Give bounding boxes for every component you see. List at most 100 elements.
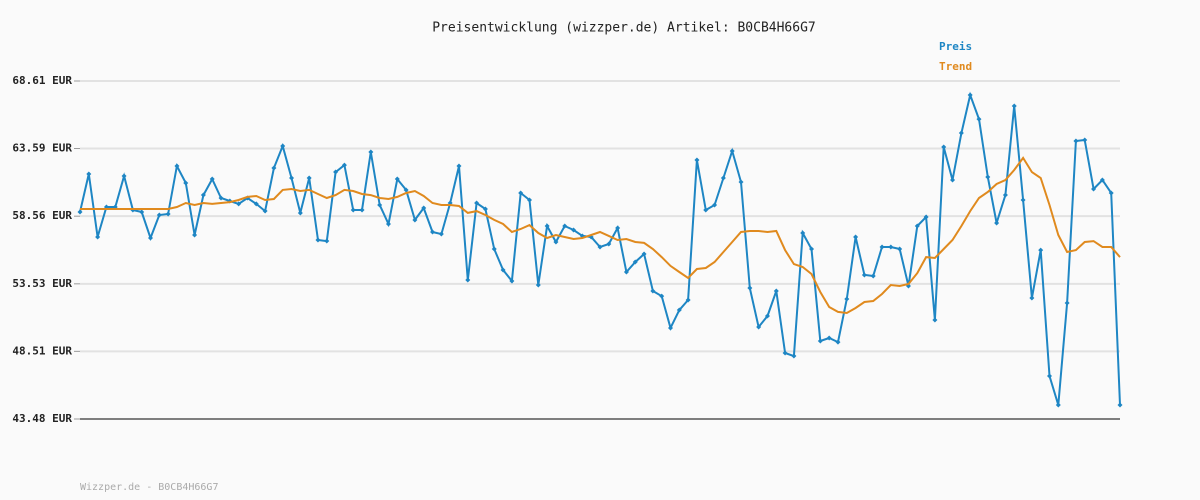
point: [720, 175, 726, 181]
point: [676, 307, 682, 313]
y-tick-label: 53.53 EUR: [12, 277, 72, 290]
point: [544, 223, 550, 229]
point: [941, 144, 947, 150]
point: [1082, 137, 1088, 143]
point: [156, 212, 162, 218]
point: [165, 211, 171, 217]
point: [985, 174, 991, 180]
point: [597, 244, 603, 250]
point: [571, 227, 577, 233]
point: [861, 272, 867, 278]
point: [747, 285, 753, 291]
point: [86, 171, 92, 177]
point: [421, 205, 427, 211]
point: [121, 173, 127, 179]
point: [764, 313, 770, 319]
point: [853, 234, 859, 240]
point: [535, 282, 541, 288]
point: [844, 296, 850, 302]
point: [835, 339, 841, 345]
footer: Wizzper.de - B0CB4H66G7: [80, 482, 218, 493]
point: [694, 157, 700, 163]
point: [958, 130, 964, 136]
point: [438, 231, 444, 237]
point: [659, 293, 665, 299]
point: [280, 143, 286, 149]
point: [615, 225, 621, 231]
point: [606, 241, 612, 247]
point: [324, 238, 330, 244]
point: [315, 237, 321, 243]
point: [632, 259, 638, 265]
point: [456, 163, 462, 169]
point: [950, 177, 956, 183]
point: [703, 207, 709, 213]
legend-entry: Preis: [939, 40, 972, 53]
y-tick-label: 43.48 EUR: [12, 412, 72, 425]
point: [1029, 295, 1035, 301]
point: [1055, 402, 1061, 408]
point: [897, 246, 903, 252]
point: [976, 116, 982, 122]
point: [738, 179, 744, 185]
point: [914, 223, 920, 229]
point: [791, 353, 797, 359]
point: [333, 169, 339, 175]
y-tick-label: 48.51 EUR: [12, 344, 72, 357]
point: [1073, 138, 1079, 144]
point: [923, 214, 929, 220]
price-line: [80, 156, 1121, 315]
point: [359, 207, 365, 213]
point: [668, 325, 674, 331]
point: [641, 251, 647, 257]
point: [403, 187, 409, 193]
point: [800, 230, 806, 236]
point: [756, 324, 762, 330]
point: [685, 297, 691, 303]
point: [385, 221, 391, 227]
point: [500, 267, 506, 273]
point: [218, 195, 224, 201]
point: [297, 210, 303, 216]
legend-entry: Trend: [939, 60, 972, 73]
point: [183, 180, 189, 186]
point: [879, 244, 885, 250]
point: [474, 200, 480, 206]
point: [253, 201, 259, 207]
point: [465, 277, 471, 283]
point: [174, 163, 180, 169]
point: [1002, 192, 1008, 198]
point: [192, 232, 198, 238]
point: [306, 175, 312, 181]
point: [482, 206, 488, 212]
point: [1020, 197, 1026, 203]
point: [1091, 186, 1097, 192]
point: [1117, 402, 1123, 408]
point: [729, 148, 735, 154]
point: [394, 176, 400, 182]
y-tick-label: 63.59 EUR: [12, 142, 72, 155]
point: [1038, 247, 1044, 253]
point: [350, 207, 356, 213]
point: [817, 338, 823, 344]
point: [377, 202, 383, 208]
point: [1064, 300, 1070, 306]
point: [1099, 177, 1105, 183]
point: [870, 273, 876, 279]
point: [888, 244, 894, 250]
point: [491, 246, 497, 252]
point: [209, 176, 215, 182]
point: [368, 149, 374, 155]
point: [967, 92, 973, 98]
point: [1108, 190, 1114, 196]
point: [148, 235, 154, 241]
point: [1046, 373, 1052, 379]
point: [553, 239, 559, 245]
point: [526, 197, 532, 203]
point: [994, 220, 1000, 226]
point: [562, 223, 568, 229]
point: [262, 208, 268, 214]
point: [412, 217, 418, 223]
